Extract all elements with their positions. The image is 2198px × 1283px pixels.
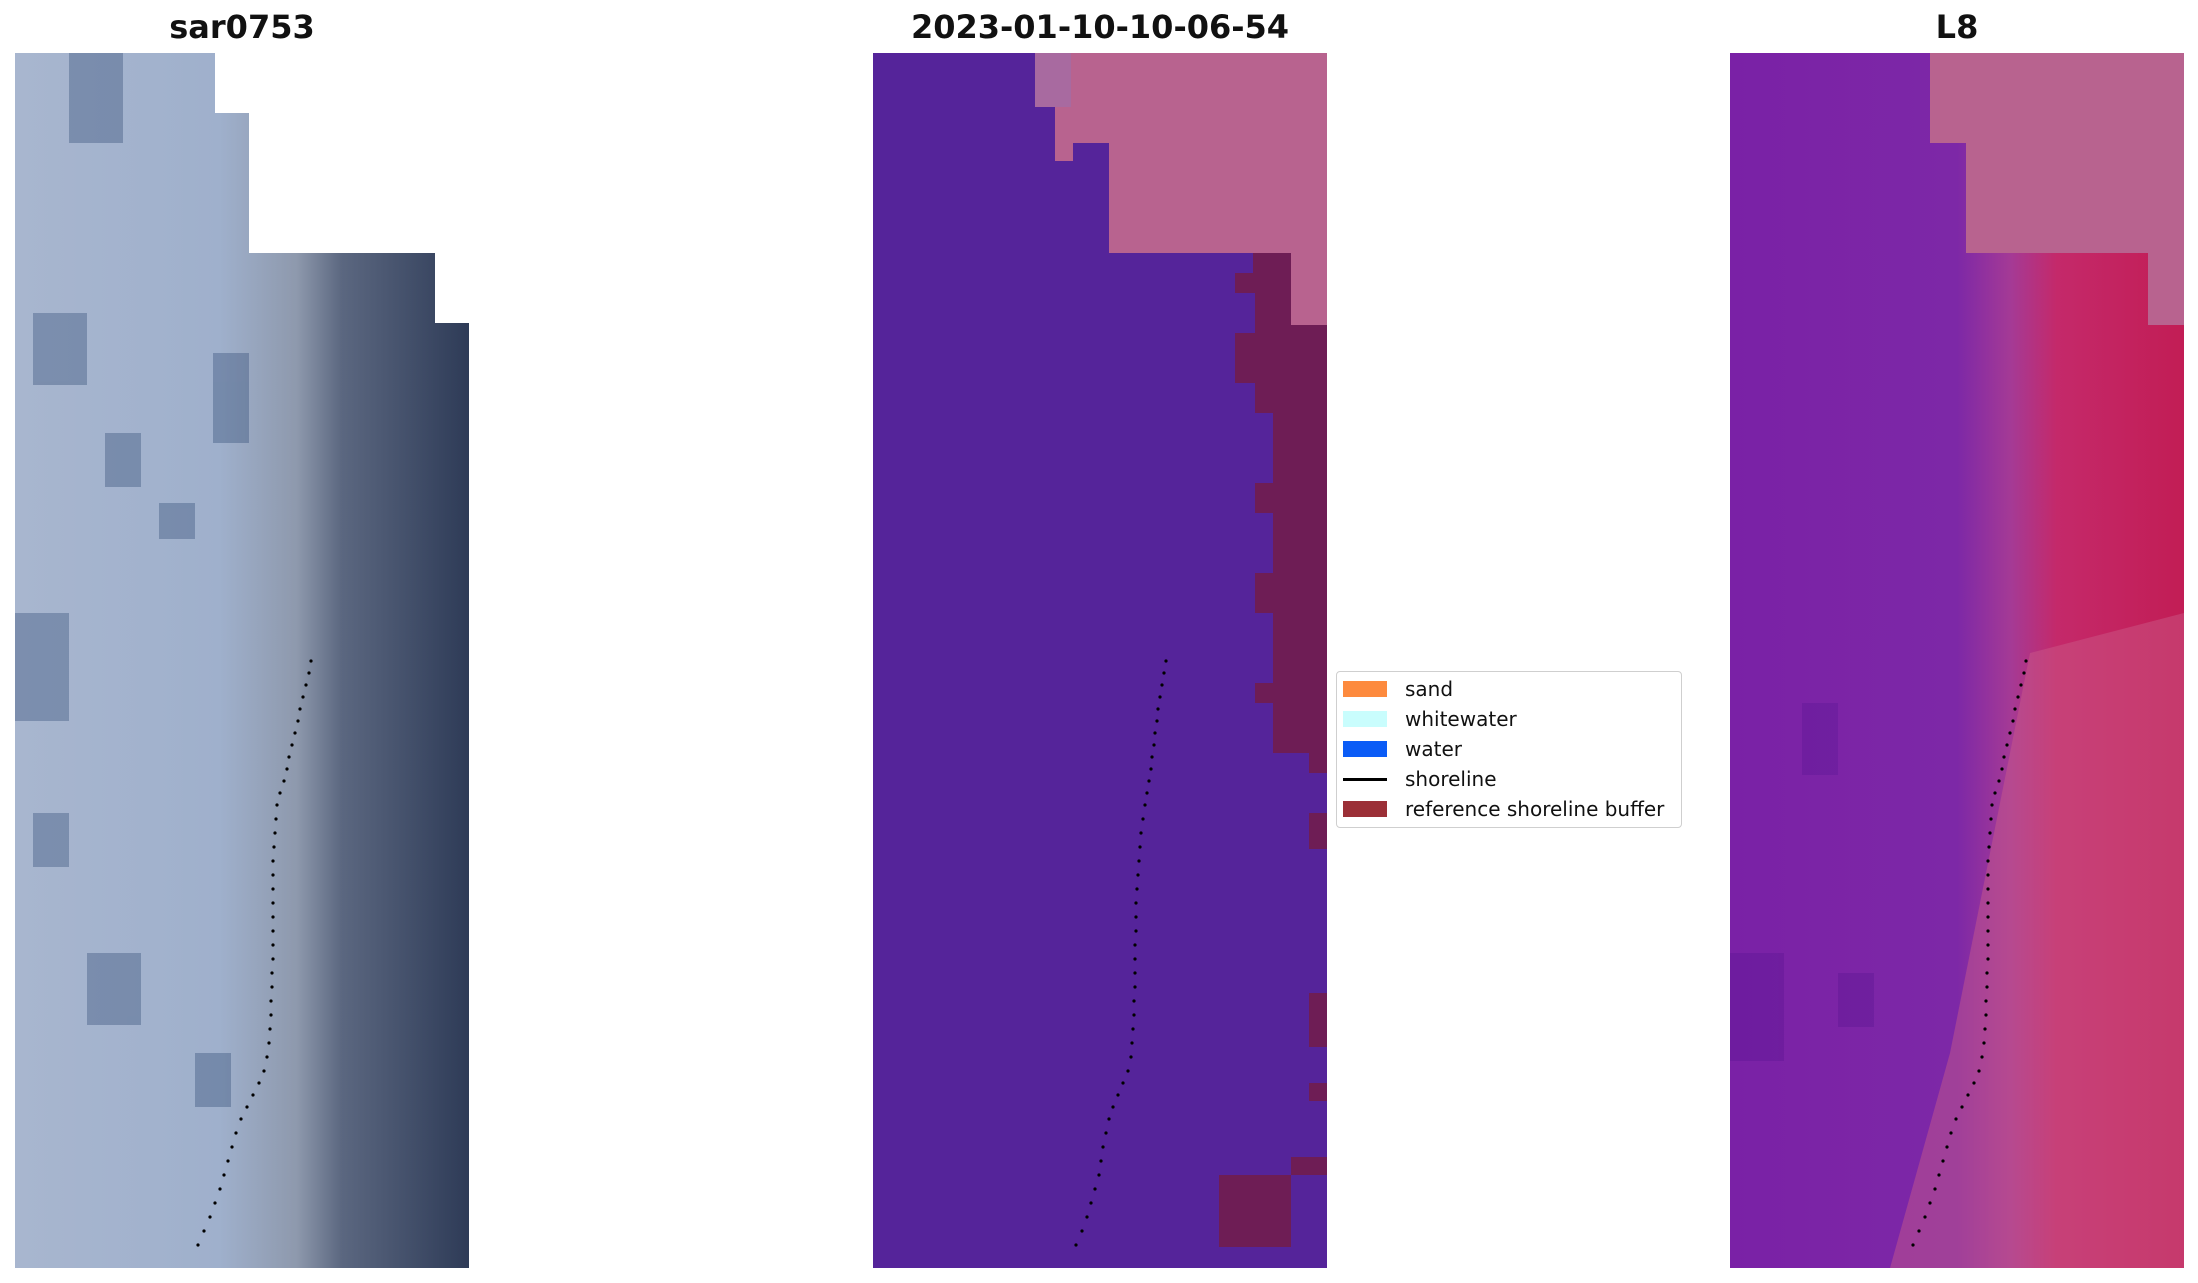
legend-label-buffer: reference shoreline buffer	[1405, 797, 1665, 821]
legend-label-sand: sand	[1405, 677, 1454, 701]
legend-item-shoreline: shoreline	[1343, 767, 1497, 791]
legend-label-shoreline: shoreline	[1405, 767, 1497, 791]
legend-swatch-buffer	[1343, 801, 1387, 817]
legend-item-sand: sand	[1343, 677, 1453, 701]
shoreline-dots-index	[1911, 659, 2028, 1247]
legend-item-whitewater: whitewater	[1343, 707, 1517, 731]
index-image	[1730, 53, 2184, 1268]
legend: sand whitewater water shoreline referenc…	[1336, 671, 1682, 828]
panel-index: L8	[1730, 0, 2184, 1283]
panel-title-l8: L8	[1935, 8, 1979, 46]
panel-title-rgb: sar0753	[169, 8, 315, 46]
rgb-satellite-image	[15, 53, 469, 1268]
legend-line-shoreline	[1343, 777, 1387, 781]
panel-rgb: sar0753	[15, 0, 469, 1283]
legend-swatch-water	[1343, 741, 1387, 757]
legend-item-buffer: reference shoreline buffer	[1343, 797, 1664, 821]
legend-label-whitewater: whitewater	[1405, 707, 1517, 731]
classified-image	[873, 53, 1327, 1268]
shoreline-dots-rgb	[196, 659, 313, 1247]
panel-title-date: 2023-01-10-10-06-54	[910, 8, 1290, 46]
shoreline-dots-classified	[1074, 659, 1168, 1247]
legend-label-water: water	[1405, 737, 1462, 761]
legend-item-water: water	[1343, 737, 1462, 761]
legend-swatch-whitewater	[1343, 711, 1387, 727]
legend-swatch-sand	[1343, 681, 1387, 697]
panel-classification: 2023-01-10-10-06-54	[873, 0, 1327, 1283]
